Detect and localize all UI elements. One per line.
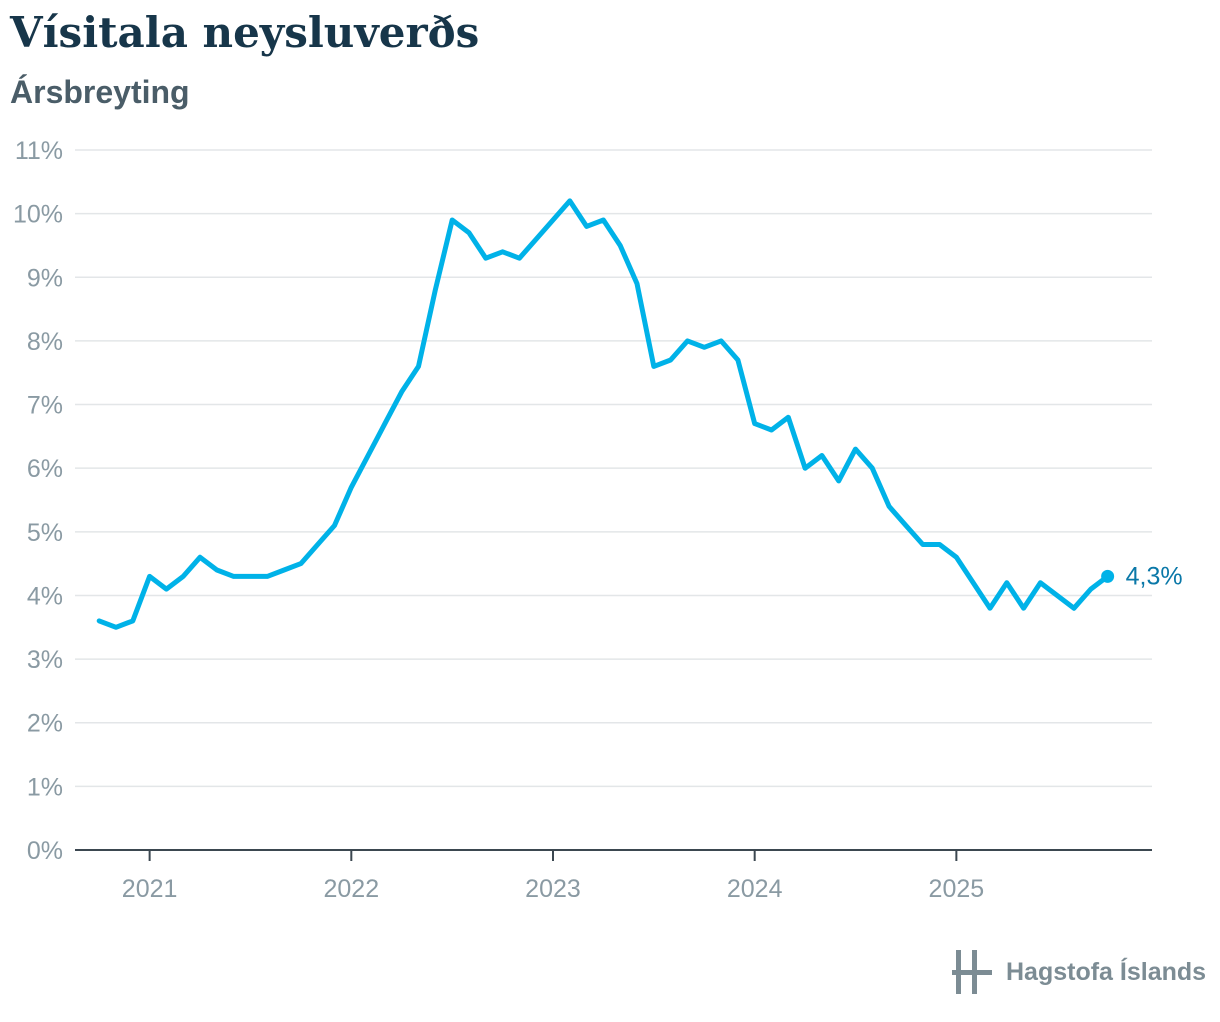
gridlines xyxy=(75,149,1152,788)
end-point-marker xyxy=(1101,569,1115,583)
x-axis xyxy=(75,849,1152,861)
y-tick-label: 11% xyxy=(15,137,63,165)
brand-name: Hagstofa Íslands xyxy=(1006,957,1207,986)
hagstofa-logo-icon xyxy=(952,950,992,994)
x-axis-tick-labels: 2021 2022 2023 2024 2025 xyxy=(122,875,984,903)
x-tick-label: 2022 xyxy=(323,875,379,903)
x-tick-label: 2021 xyxy=(122,875,178,903)
x-tick-label: 2024 xyxy=(727,875,783,903)
chart-subtitle: Ársbreyting xyxy=(10,74,190,110)
y-tick-label: 3% xyxy=(27,646,63,674)
series: 4,3% xyxy=(96,198,1183,630)
x-tick-label: 2025 xyxy=(929,875,985,903)
y-axis-tick-labels: 0% 1% 2% 3% 4% 5% 6% 7% 8% 9% 10% 11% xyxy=(13,137,63,865)
y-tick-label: 0% xyxy=(27,837,63,865)
series-line xyxy=(96,198,1111,630)
y-tick-label: 10% xyxy=(13,201,63,229)
y-tick-label: 1% xyxy=(27,773,63,801)
y-tick-label: 9% xyxy=(27,264,63,292)
end-value-label: 4,3% xyxy=(1126,562,1183,590)
y-tick-label: 8% xyxy=(27,328,63,356)
y-tick-label: 6% xyxy=(27,455,63,483)
y-tick-label: 4% xyxy=(27,582,63,610)
chart-title: Vísitala neysluverðs xyxy=(10,8,480,57)
y-tick-label: 7% xyxy=(27,392,63,420)
y-tick-label: 5% xyxy=(27,519,63,547)
x-tick-label: 2023 xyxy=(525,875,581,903)
y-tick-label: 2% xyxy=(27,710,63,738)
brand-logo: Hagstofa Íslands xyxy=(952,946,1212,998)
